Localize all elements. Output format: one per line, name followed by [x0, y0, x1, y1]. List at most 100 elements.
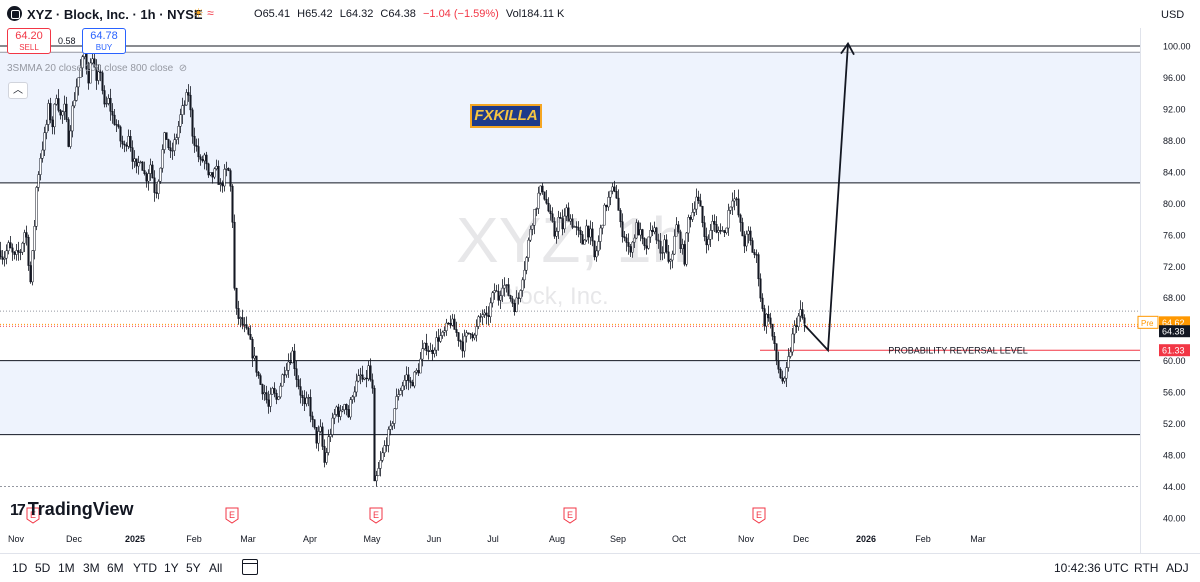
buy-price: 64.78	[90, 30, 118, 42]
candle	[789, 347, 792, 359]
candle	[539, 185, 542, 196]
candle-body	[227, 168, 230, 171]
candle-body	[469, 333, 472, 335]
candle-body	[275, 392, 278, 400]
candle-body	[75, 86, 78, 101]
candle	[669, 258, 672, 270]
clock[interactable]: 10:42:36 UTC	[1054, 561, 1129, 575]
candle-body	[659, 240, 662, 254]
candle	[385, 437, 388, 452]
candle	[33, 220, 36, 260]
candle	[567, 202, 570, 222]
candle-body	[585, 225, 588, 241]
session-toggle[interactable]: RTH	[1134, 561, 1159, 575]
candle	[321, 422, 324, 451]
symbol-title[interactable]: XYZ · Block, Inc. · 1h · NYSE	[27, 7, 203, 22]
x-tick-label: 2026	[856, 534, 876, 544]
candle	[593, 240, 596, 261]
axis-layer: 40.0044.0048.0052.0056.0060.0064.0068.00…	[8, 28, 1191, 553]
candle	[769, 312, 772, 329]
candle-body	[777, 360, 780, 370]
hide-eye-icon[interactable]: ⊘	[176, 63, 188, 74]
candle-body	[363, 377, 366, 380]
candle	[271, 386, 274, 395]
currency-button[interactable]: USD	[1161, 9, 1185, 21]
candle-body	[615, 191, 618, 199]
market-status[interactable]: ☀ ≈	[193, 6, 214, 20]
earnings-marker-shape	[369, 507, 383, 524]
calendar-icon[interactable]	[242, 559, 258, 575]
candle-body	[291, 350, 294, 364]
candle	[257, 370, 260, 379]
timeframe-6m[interactable]: 6M	[107, 561, 124, 575]
candle	[681, 238, 684, 255]
candle	[795, 317, 798, 334]
candle	[295, 360, 298, 388]
candle-body	[717, 230, 720, 233]
levels-layer: PROBABILITY REVERSAL LEVEL	[0, 45, 1140, 488]
candle	[475, 319, 478, 342]
y-tick-label: 56.00	[1163, 388, 1186, 398]
candle	[393, 408, 396, 429]
candle	[259, 373, 262, 386]
candle-body	[519, 290, 522, 299]
candle	[331, 412, 334, 438]
candle-body	[703, 222, 706, 237]
symbol-logo-icon[interactable]	[7, 6, 22, 21]
timeframe-1y[interactable]: 1Y	[164, 561, 179, 575]
sell-button[interactable]: 64.20 SELL	[7, 28, 51, 54]
candle-body	[623, 236, 626, 239]
change-value: −1.04 (−1.59%)	[422, 8, 499, 20]
indicator-legend[interactable]: 3SMMA 20 close 100 close 800 close ⊘	[7, 63, 187, 74]
candle-body	[177, 126, 180, 138]
candle	[591, 221, 594, 247]
candle-body	[397, 394, 400, 397]
timeframe-3m[interactable]: 3M	[83, 561, 100, 575]
x-tick-label: Aug	[549, 534, 565, 544]
candle-body	[751, 240, 754, 253]
candle-body	[131, 147, 134, 162]
adjust-toggle[interactable]: ADJ	[1166, 561, 1189, 575]
high-label: H	[297, 8, 306, 20]
candle	[327, 429, 330, 456]
timeframe-5d[interactable]: 5D	[35, 561, 51, 575]
candle-body	[223, 169, 226, 187]
candle	[759, 273, 762, 303]
candle-body	[217, 165, 220, 185]
candle-body	[785, 367, 788, 379]
price-label-value: 61.33	[1162, 346, 1185, 356]
timeframe-1d[interactable]: 1D	[12, 561, 28, 575]
buy-button[interactable]: 64.78 BUY	[82, 28, 126, 54]
candle-body	[515, 297, 518, 312]
candle-body	[281, 374, 284, 387]
price-chart[interactable]: PROBABILITY REVERSAL LEVEL 40.00 44.00 48.…	[0, 0, 1200, 553]
candle	[119, 125, 122, 148]
candle-body	[159, 167, 162, 182]
candle	[311, 411, 314, 428]
candle-body	[297, 379, 300, 387]
candle-body	[345, 404, 348, 410]
candle	[753, 249, 756, 259]
timeframe-all[interactable]: All	[209, 561, 223, 575]
timeframe-ytd[interactable]: YTD	[133, 561, 157, 575]
collapse-legend-button[interactable]: ︿	[8, 82, 28, 99]
timeframe-1m[interactable]: 1M	[58, 561, 75, 575]
timeframe-5y[interactable]: 5Y	[186, 561, 201, 575]
candle	[69, 125, 72, 149]
candle-body	[149, 164, 152, 174]
candle	[63, 95, 66, 121]
candle	[685, 232, 688, 267]
candle-body	[471, 334, 474, 339]
candle	[313, 419, 316, 430]
tradingview-logo[interactable]: 17 TradingView	[10, 499, 134, 521]
candle	[197, 138, 200, 163]
candle-body	[245, 324, 248, 329]
candle-body	[419, 358, 422, 374]
candle-body	[307, 397, 310, 399]
candle	[369, 358, 372, 382]
candle	[647, 236, 650, 250]
candle-body	[287, 361, 290, 371]
candle	[441, 330, 444, 339]
candle	[55, 94, 58, 106]
y-tick-label: 76.00	[1163, 230, 1186, 240]
